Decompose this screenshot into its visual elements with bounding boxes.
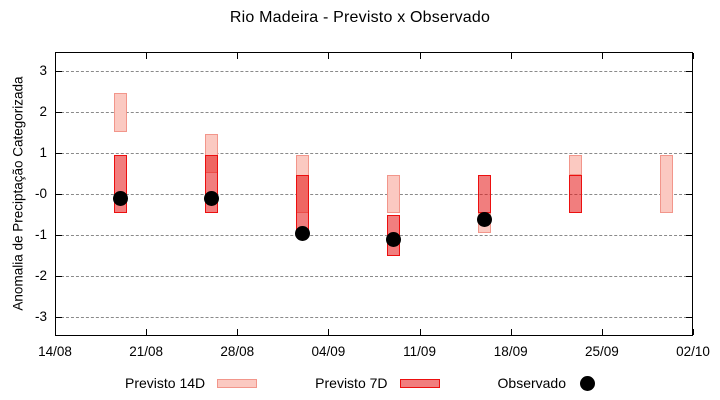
x-tick-bottom [693,329,694,335]
x-tick-bottom [55,329,56,335]
x-tick-top [419,53,421,59]
y-tick-right [686,152,692,154]
y-tick-label: -2 [34,268,47,284]
x-tick-top [328,53,330,59]
x-tick-bottom [510,329,512,335]
legend: Previsto 14D Previsto 7D Observado [0,375,720,391]
y-tick-left [56,235,62,237]
y-tick-left [56,152,62,154]
observado-dot [112,191,128,207]
previsto-7d-bar [295,175,309,234]
y-tick-left [56,276,62,278]
gridline-y--2 [56,276,692,278]
x-tick-label: 21/08 [129,344,164,359]
chart-title: Rio Madeira - Previsto x Observado [229,9,491,26]
observado-dot [294,226,310,242]
y-tick-right [686,194,692,195]
plot-area [55,52,693,336]
x-tick-bottom [328,329,330,335]
gridline-y-3 [56,70,692,72]
y-tick-right [686,276,692,278]
legend-label: Observado [497,375,566,391]
y-tick-right [686,317,692,319]
legend-label: Previsto 7D [315,375,388,391]
x-tick-top [510,53,512,59]
previsto-7d-bar [478,175,492,213]
previsto-14d-bar [660,154,674,213]
y-tick-left [56,194,62,195]
legend-item-previsto-14d: Previsto 14D [125,375,258,391]
y-tick-label: -3 [34,309,47,325]
previsto-14d-swatch [217,378,258,388]
x-tick-label: 18/09 [493,344,528,359]
y-tick-right [686,70,692,72]
legend-item-observado: Observado [498,375,595,391]
x-tick-label: 04/09 [311,344,346,359]
previsto-14d-bar [387,175,401,213]
observado-dot [203,191,219,207]
x-tick-top [601,53,603,59]
x-tick-label: 11/09 [403,344,436,359]
previsto-7d-bar [569,175,583,213]
x-tick-top [146,53,148,59]
x-tick-label: 25/09 [584,344,619,359]
x-tick-bottom [237,329,239,335]
legend-item-previsto-7d: Previsto 7D [315,375,440,391]
y-tick-right [686,235,692,237]
x-tick-label: 02/10 [676,344,710,359]
y-tick-label: 2 [39,103,47,119]
y-tick-left [56,70,62,72]
x-tick-label: 28/08 [220,344,255,359]
observado-dot [477,212,493,228]
gridline-y--0 [56,194,692,195]
y-tick-label: -1 [34,227,47,243]
previsto-7d-swatch [399,378,440,388]
y-tick-label: 1 [39,144,47,160]
x-tick-bottom [419,329,421,335]
x-tick-bottom [146,329,148,335]
gridline-y-2 [56,111,692,113]
y-tick-left [56,111,62,113]
y-tick-label: -0 [34,186,47,201]
x-tick-top [55,53,56,59]
gridline-y-1 [56,152,692,154]
observado-dot-swatch [580,375,595,391]
observado-dot [386,231,402,247]
x-tick-top [693,53,694,59]
x-tick-bottom [601,329,603,335]
x-tick-label: 14/08 [38,344,72,359]
previsto-14d-bar [113,93,127,133]
gridline-y--3 [56,317,692,319]
y-tick-left [56,317,62,319]
y-tick-right [686,111,692,113]
x-tick-top [237,53,239,59]
legend-label: Previsto 14D [125,375,206,391]
previsto-14d-bar [569,154,583,176]
y-tick-label: 3 [39,62,47,78]
gridline-y--1 [56,235,692,237]
